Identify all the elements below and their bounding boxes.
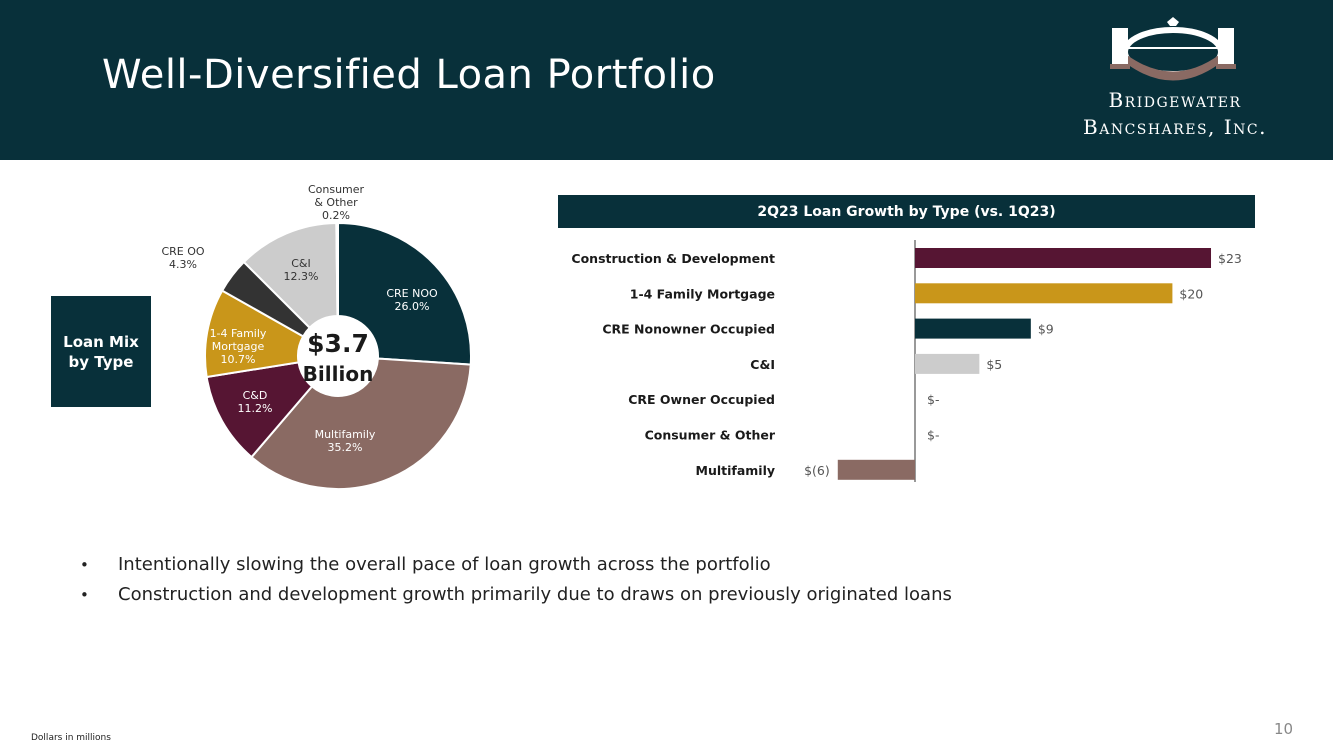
footnote: Dollars in millions: [31, 733, 111, 743]
growth-chart-title: 2Q23 Loan Growth by Type (vs. 1Q23): [558, 195, 1255, 228]
donut-center-unit: Billion: [303, 362, 374, 386]
bridge-logo-icon: [1110, 17, 1236, 81]
bar-c-i: [915, 353, 980, 374]
logo-line-2: Bancshares, Inc.: [1083, 115, 1267, 139]
bar-1-4-family-mortgage: [915, 283, 1173, 304]
bar-value-label: $-: [927, 392, 939, 407]
bar-category-label: 1-4 Family Mortgage: [630, 286, 775, 301]
bar-value-label: $-: [927, 428, 939, 443]
bar-value-label: $5: [986, 357, 1002, 372]
donut-label-cre-noo: CRE NOO 26.0%: [386, 287, 438, 313]
company-logo: Bridgewater Bancshares, Inc.: [1060, 14, 1290, 144]
donut-label-1-4-family-mortgage: 1-4 Family Mortgage 10.7%: [210, 327, 267, 366]
bar-value-label: $(6): [804, 463, 830, 478]
bar-value-label: $9: [1038, 322, 1054, 337]
logo-line-1: Bridgewater: [1108, 88, 1242, 112]
loan-growth-bar-chart: Construction & Development $23 1-4 Family …: [571, 240, 1242, 482]
bar-category-label: CRE Nonowner Occupied: [602, 322, 775, 337]
donut-label-cre-oo: CRE OO 4.3%: [161, 245, 204, 271]
bullet-item: Intentionally slowing the overall pace o…: [78, 550, 952, 580]
bar-category-label: CRE Owner Occupied: [628, 392, 775, 407]
donut-label-c-d: C&D 11.2%: [238, 389, 273, 415]
donut-center-amount: $3.7: [307, 329, 369, 358]
donut-slice-c-i: [242, 221, 339, 330]
page-number: 10: [1274, 720, 1294, 738]
loan-mix-donut-chart: CRE NOO 26.0% Multifamily 35.2% C&D 11.2% 1-4 …: [161, 183, 472, 490]
bullet-item: Construction and development growth prim…: [78, 580, 952, 610]
donut-slice-multifamily: [250, 357, 472, 490]
donut-label-consumer-other: Consumer & Other 0.2%: [308, 183, 365, 222]
bar-multifamily: [837, 459, 915, 480]
bar-category-label: Consumer & Other: [645, 428, 776, 443]
bar-value-label: $20: [1179, 286, 1203, 301]
bar-category-label: Construction & Development: [571, 251, 775, 266]
donut-label-multifamily: Multifamily 35.2%: [315, 428, 376, 454]
bullet-list: Intentionally slowing the overall pace o…: [78, 550, 952, 610]
loan-mix-label-box: Loan Mix by Type: [51, 296, 151, 407]
bar-value-label: $23: [1218, 251, 1242, 266]
page-title: Well-Diversified Loan Portfolio: [102, 52, 716, 98]
bar-category-label: Multifamily: [696, 463, 776, 478]
bar-category-label: C&I: [750, 357, 775, 372]
header-banner: Well-Diversified Loan Portfolio Bridgewa…: [0, 0, 1333, 160]
loan-mix-label: Loan Mix by Type: [63, 332, 139, 371]
donut-slice-consumer-other: [335, 221, 339, 318]
donut-label-c-i: C&I 12.3%: [284, 257, 319, 283]
bar-construction-development: [915, 248, 1212, 268]
donut-slice-cre-noo: [337, 221, 472, 366]
bar-cre-nonowner-occupied: [915, 318, 1031, 339]
